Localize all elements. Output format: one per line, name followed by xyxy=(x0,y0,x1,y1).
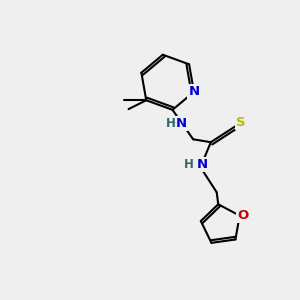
Text: H: H xyxy=(184,158,194,171)
Text: S: S xyxy=(236,116,246,129)
Text: N: N xyxy=(196,158,208,171)
Text: H: H xyxy=(166,117,176,130)
Text: N: N xyxy=(176,117,187,130)
Text: N: N xyxy=(188,85,200,98)
Text: O: O xyxy=(238,209,249,222)
